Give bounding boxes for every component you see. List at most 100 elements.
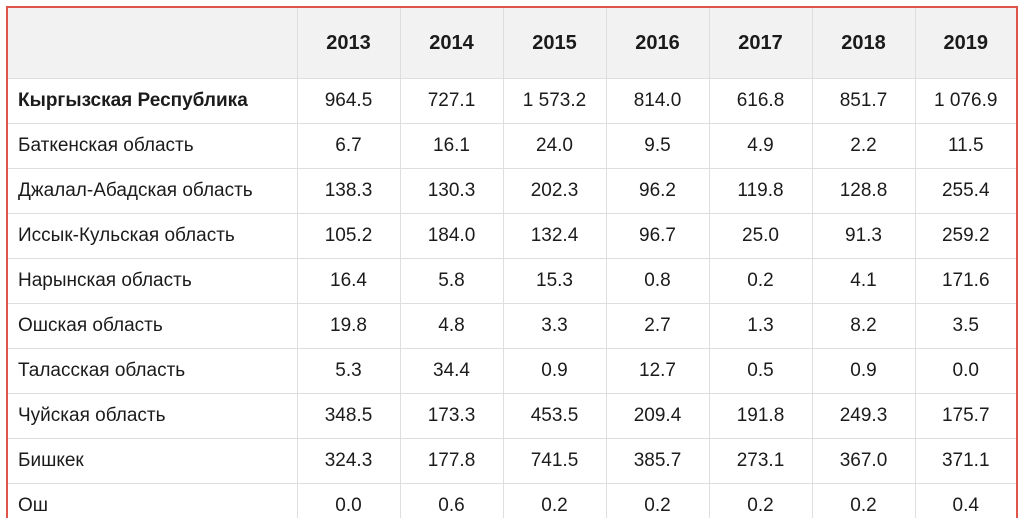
table-row: Нарынская область 16.4 5.8 15.3 0.8 0.2 4.1 171… — [6, 258, 1018, 304]
value-cell: 348.5 — [296, 393, 401, 439]
region-label: Нарынская область — [6, 258, 298, 304]
region-label: Ошская область — [6, 303, 298, 349]
value-cell: 964.5 — [296, 78, 401, 124]
value-cell: 209.4 — [605, 393, 710, 439]
value-cell: 96.7 — [605, 213, 710, 259]
value-cell: 34.4 — [399, 348, 504, 394]
value-cell: 0.2 — [708, 258, 813, 304]
value-cell: 3.5 — [914, 303, 1018, 349]
value-cell: 16.4 — [296, 258, 401, 304]
value-cell: 0.9 — [811, 348, 916, 394]
value-cell: 0.2 — [708, 483, 813, 518]
value-cell: 171.6 — [914, 258, 1018, 304]
region-label: Баткенская область — [6, 123, 298, 169]
region-label: Джалал-Абадская область — [6, 168, 298, 214]
value-cell: 9.5 — [605, 123, 710, 169]
value-cell: 4.9 — [708, 123, 813, 169]
table-row: Ош 0.0 0.6 0.2 0.2 0.2 0.2 0.4 — [6, 483, 1018, 518]
table-row: Кыргызская Республика 964.5 727.1 1 573.2 81… — [6, 78, 1018, 124]
corner-header-cell — [6, 6, 298, 79]
value-cell: 8.2 — [811, 303, 916, 349]
region-label: Ош — [6, 483, 298, 518]
year-header-2019: 2019 — [914, 6, 1018, 79]
value-cell: 19.8 — [296, 303, 401, 349]
value-cell: 119.8 — [708, 168, 813, 214]
value-cell: 24.0 — [502, 123, 607, 169]
value-cell: 132.4 — [502, 213, 607, 259]
value-cell: 0.8 — [605, 258, 710, 304]
value-cell: 249.3 — [811, 393, 916, 439]
year-header-2014: 2014 — [399, 6, 504, 79]
value-cell: 191.8 — [708, 393, 813, 439]
value-cell: 741.5 — [502, 438, 607, 484]
value-cell: 0.0 — [296, 483, 401, 518]
year-header-2015: 2015 — [502, 6, 607, 79]
value-cell: 324.3 — [296, 438, 401, 484]
value-cell: 371.1 — [914, 438, 1018, 484]
value-cell: 105.2 — [296, 213, 401, 259]
value-cell: 4.8 — [399, 303, 504, 349]
year-header-2016: 2016 — [605, 6, 710, 79]
table-row: Таласская область 5.3 34.4 0.9 12.7 0.5 0.9 0.0 — [6, 348, 1018, 394]
value-cell: 0.5 — [708, 348, 813, 394]
value-cell: 184.0 — [399, 213, 504, 259]
region-label: Кыргызская Республика — [6, 78, 298, 124]
value-cell: 0.0 — [914, 348, 1018, 394]
value-cell: 367.0 — [811, 438, 916, 484]
region-label: Бишкек — [6, 438, 298, 484]
table-row: Джалал-Абадская область 138.3 130.3 202.3 96… — [6, 168, 1018, 214]
value-cell: 0.6 — [399, 483, 504, 518]
table-row: Ошская область 19.8 4.8 3.3 2.7 1.3 8.2 3.5 — [6, 303, 1018, 349]
value-cell: 96.2 — [605, 168, 710, 214]
value-cell: 130.3 — [399, 168, 504, 214]
value-cell: 12.7 — [605, 348, 710, 394]
value-cell: 0.2 — [811, 483, 916, 518]
year-header-2013: 2013 — [296, 6, 401, 79]
value-cell: 4.1 — [811, 258, 916, 304]
value-cell: 2.7 — [605, 303, 710, 349]
value-cell: 25.0 — [708, 213, 813, 259]
table-row: Баткенская область 6.7 16.1 24.0 9.5 4.9 2.2 11… — [6, 123, 1018, 169]
value-cell: 175.7 — [914, 393, 1018, 439]
value-cell: 6.7 — [296, 123, 401, 169]
value-cell: 15.3 — [502, 258, 607, 304]
value-cell: 177.8 — [399, 438, 504, 484]
value-cell: 202.3 — [502, 168, 607, 214]
value-cell: 616.8 — [708, 78, 813, 124]
table-body: Кыргызская Республика 964.5 727.1 1 573.2 81… — [6, 78, 1018, 518]
value-cell: 91.3 — [811, 213, 916, 259]
regions-by-year-table: 2013 2014 2015 2016 2017 2018 2019 Кыргы… — [6, 6, 1018, 518]
value-cell: 1.3 — [708, 303, 813, 349]
region-label: Иссык-Кульская область — [6, 213, 298, 259]
value-cell: 453.5 — [502, 393, 607, 439]
value-cell: 3.3 — [502, 303, 607, 349]
value-cell: 0.9 — [502, 348, 607, 394]
value-cell: 5.8 — [399, 258, 504, 304]
table-row: Чуйская область 348.5 173.3 453.5 209.4 191.8… — [6, 393, 1018, 439]
value-cell: 0.2 — [605, 483, 710, 518]
value-cell: 814.0 — [605, 78, 710, 124]
value-cell: 851.7 — [811, 78, 916, 124]
value-cell: 0.2 — [502, 483, 607, 518]
year-header-2018: 2018 — [811, 6, 916, 79]
table-container: 2013 2014 2015 2016 2017 2018 2019 Кыргы… — [6, 6, 1018, 518]
value-cell: 255.4 — [914, 168, 1018, 214]
value-cell: 1 573.2 — [502, 78, 607, 124]
table-row: Иссык-Кульская область 105.2 184.0 132.4 96.… — [6, 213, 1018, 259]
value-cell: 173.3 — [399, 393, 504, 439]
value-cell: 16.1 — [399, 123, 504, 169]
value-cell: 727.1 — [399, 78, 504, 124]
value-cell: 273.1 — [708, 438, 813, 484]
value-cell: 1 076.9 — [914, 78, 1018, 124]
value-cell: 2.2 — [811, 123, 916, 169]
value-cell: 128.8 — [811, 168, 916, 214]
region-label: Таласская область — [6, 348, 298, 394]
value-cell: 138.3 — [296, 168, 401, 214]
table-row: Бишкек 324.3 177.8 741.5 385.7 273.1 367.0 371.… — [6, 438, 1018, 484]
value-cell: 385.7 — [605, 438, 710, 484]
region-label: Чуйская область — [6, 393, 298, 439]
value-cell: 0.4 — [914, 483, 1018, 518]
year-header-2017: 2017 — [708, 6, 813, 79]
value-cell: 11.5 — [914, 123, 1018, 169]
